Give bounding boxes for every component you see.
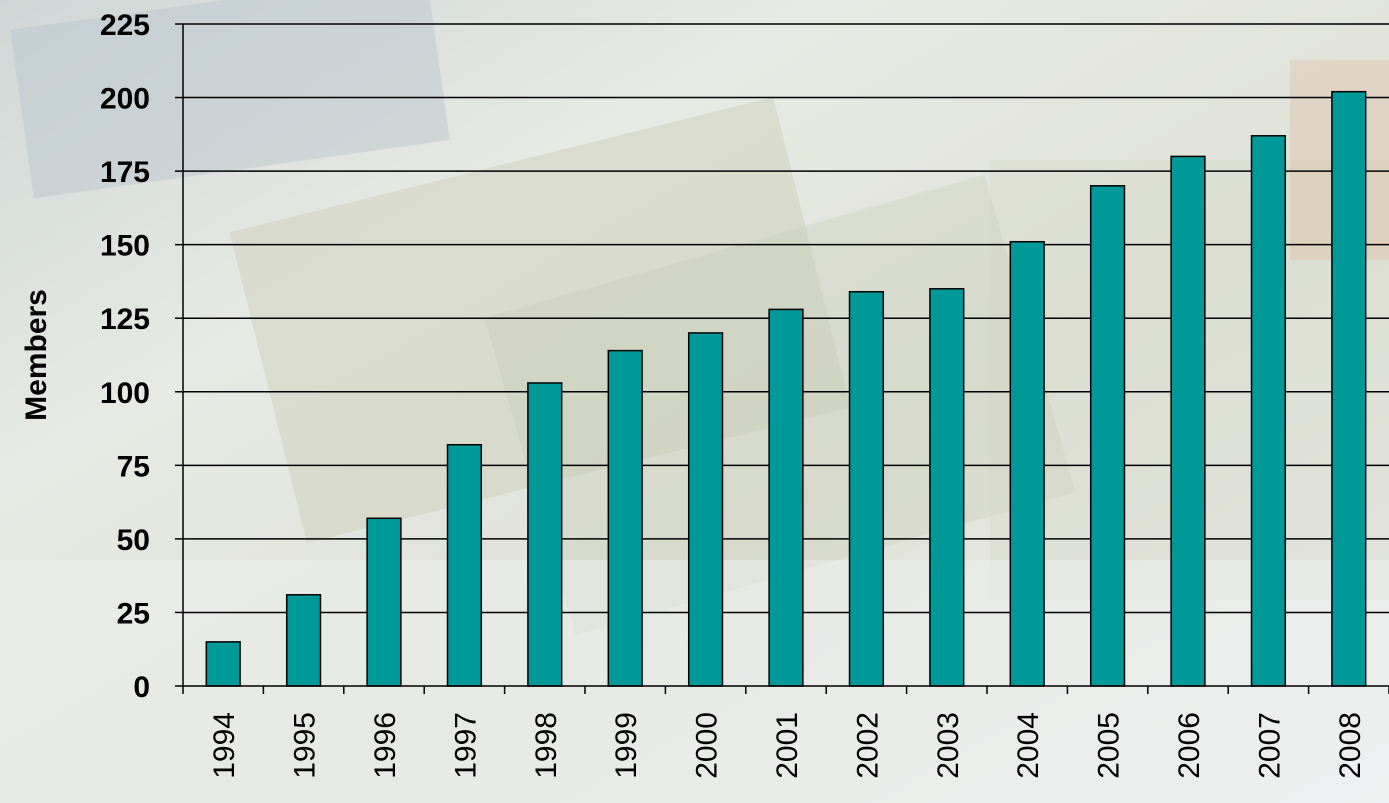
bar-1996 [366,517,402,687]
y-tick-label: 125 [100,303,150,336]
y-tick-label: 100 [100,377,150,410]
y-tick-label: 200 [100,83,150,116]
bar-2007 [1250,135,1287,687]
y-tick-label: 50 [117,524,150,557]
x-tick-label: 2008 [1334,712,1367,779]
bar-1998 [527,382,563,687]
y-tick-label: 150 [100,230,150,263]
bars [205,90,1367,687]
x-tick-label: 1999 [610,712,643,779]
bar-2008 [1331,90,1367,687]
x-tick-label: 2003 [932,712,965,779]
bar-1995 [285,594,322,687]
x-tick-label: 1996 [369,712,402,779]
x-tick-label: 1998 [530,712,563,779]
y-tick-label: 175 [100,156,150,189]
y-tick-label: 75 [117,450,150,483]
x-tick-label: 2007 [1253,712,1286,779]
x-tick-label: 1994 [208,712,241,779]
x-tick-label: 2006 [1173,712,1206,779]
bar-2000 [687,332,724,687]
x-tick-label: 2001 [771,712,804,779]
bar-2006 [1170,155,1206,687]
x-tick-label: 1997 [449,712,482,779]
bar-1997 [446,443,483,687]
bar-2001 [768,308,804,687]
x-tick-label: 2005 [1093,712,1126,779]
y-tick-label: 225 [100,9,150,42]
bar-1994 [205,641,241,687]
bar-2004 [1009,240,1045,687]
bar-2005 [1089,185,1126,687]
y-tick-labels: 0 25 50 75 100 125 150 175 200 225 [100,9,150,704]
y-tick-label: 25 [117,597,150,630]
x-tick-label: 1995 [289,712,322,779]
bar-1999 [607,349,643,687]
x-tick-label: 2004 [1012,712,1045,779]
y-tick-label: 0 [133,671,150,704]
y-axis-label: Members [20,289,53,421]
x-tick-label: 2002 [851,712,884,779]
x-tick-label: 2000 [691,712,724,779]
bar-2003 [929,288,965,687]
bar-2002 [848,290,885,687]
axes [175,23,1389,694]
x-tick-labels: 1994 1995 1996 1997 1998 1999 2000 2001 2002 2003… [208,712,1367,779]
